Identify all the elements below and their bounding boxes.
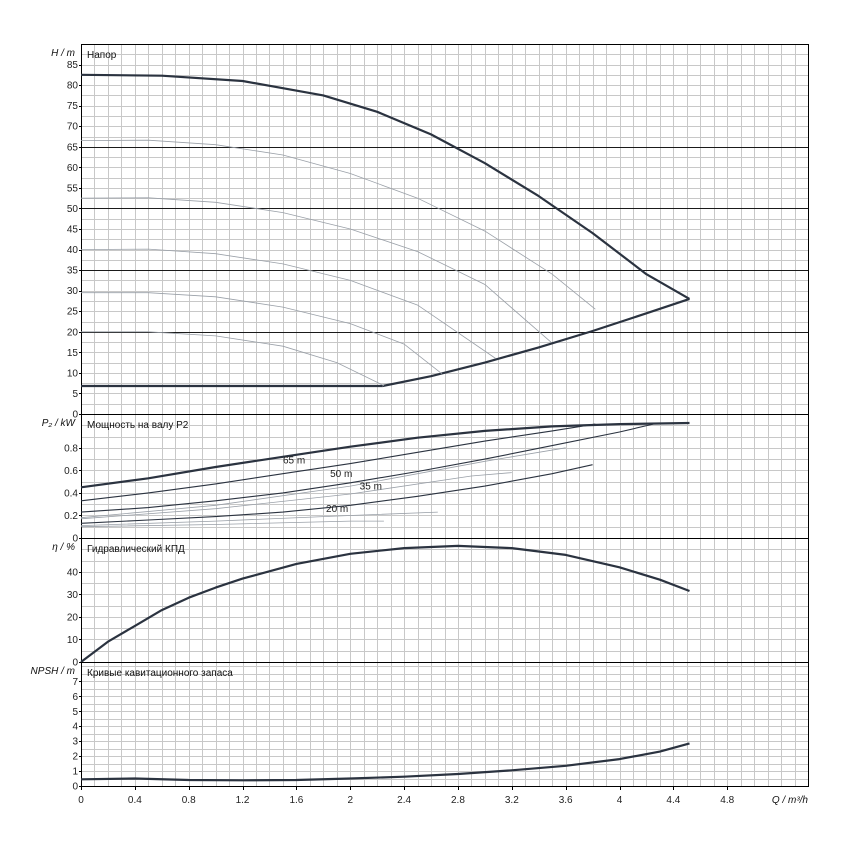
x-tick-label: 1.2 (236, 795, 250, 806)
y-tick-label: 30 (67, 286, 79, 297)
series-line-1 (80, 73, 691, 300)
x-tick-label: 2.8 (451, 795, 465, 806)
panel-grid (81, 538, 809, 663)
x-tick-label: 2 (347, 795, 353, 806)
y-tick-label: 0 (72, 410, 78, 421)
y-tick-label: 35 (67, 266, 79, 277)
x-axis-label: Q / m³/h (772, 795, 809, 806)
y-tick-label: 0.2 (64, 511, 78, 522)
panel-title: Кривые кавитационного запаса (87, 668, 233, 679)
y-tick-label: 0 (72, 658, 78, 669)
x-tick-label: 0.8 (182, 795, 196, 806)
x-tick-label: 3.6 (559, 795, 573, 806)
y-tick-label: 40 (67, 245, 79, 256)
series-line-6 (80, 248, 496, 359)
panel-frame (81, 662, 809, 787)
y-tick-label: 0.6 (64, 466, 78, 477)
panel-grid (81, 44, 809, 415)
y-tick-label: 10 (67, 635, 79, 646)
y-tick-label: 85 (67, 60, 79, 71)
y-tick-label: 5 (72, 707, 78, 718)
y-tick-label: 20 (67, 612, 79, 623)
y-tick-label: 70 (67, 122, 79, 133)
y-tick-label: 45 (67, 225, 79, 236)
series-line-8 (80, 520, 384, 528)
series-line-5 (80, 447, 566, 519)
y-tick-label: 65 (67, 142, 79, 153)
series-line-1 (80, 544, 690, 663)
x-tick-label: 4 (617, 795, 623, 806)
x-axis: 0 0.4 0.8 1.2 1.6 2 2.4 2.8 3.2 3.6 4 4.4 4.8 Q / m³/… (78, 786, 808, 806)
panel-efficiency: 0 10 20 30 40 η / % Гидравлический КПД (52, 538, 809, 669)
series-line-7 (81, 292, 443, 375)
y-tick-label: 3 (72, 737, 78, 748)
curve-annotation: 65 m (283, 456, 305, 467)
series-line-1 (80, 742, 690, 782)
y-tick-label: 75 (67, 101, 79, 112)
series-line-4 (80, 464, 593, 524)
x-tick-label: 3.2 (505, 795, 519, 806)
panel-title: Гидравлический КПД (87, 544, 185, 555)
y-tick-label: 7 (72, 677, 78, 688)
y-tick-label: 6 (72, 692, 78, 703)
y-tick-label: 2 (72, 752, 78, 763)
curve-annotation: 35 m (360, 482, 382, 493)
series-line-8 (81, 331, 385, 386)
y-tick-label: 1 (72, 767, 78, 778)
series-line-4 (80, 139, 596, 310)
y-tick-label: 5 (72, 389, 78, 400)
y-tick-label: 0 (72, 782, 78, 793)
y-tick-label: 25 (67, 307, 79, 318)
y-tick-label: 60 (67, 163, 79, 174)
y-tick-label: 50 (67, 204, 79, 215)
x-tick-label: 4.4 (666, 795, 680, 806)
y-axis-label: H / m (51, 48, 75, 59)
y-tick-label: 55 (67, 183, 79, 194)
x-tick-label: 4.8 (720, 795, 734, 806)
panel-grid (81, 662, 809, 787)
y-tick-label: 15 (67, 348, 79, 359)
y-tick-label: 4 (72, 722, 78, 733)
y-tick-label: 0.8 (64, 443, 78, 454)
y-tick-label: 20 (67, 327, 79, 338)
series-line-6 (80, 472, 512, 520)
series-line-1 (80, 421, 690, 489)
x-tick-label: 0 (78, 795, 84, 806)
y-tick-label: 0 (72, 534, 78, 545)
y-tick-label: 30 (67, 590, 79, 601)
x-tick-label: 0.4 (128, 795, 142, 806)
y-axis-label: NPSH / m (31, 666, 75, 677)
curve-annotation: 20 m (326, 504, 348, 515)
y-tick-label: 80 (67, 81, 79, 92)
y-tick-label: 0.4 (64, 488, 78, 499)
panel-title: Мощность на валу P2 (87, 420, 189, 431)
series-line-7 (80, 511, 438, 526)
panel-head: 0 5 10 15 20 25 30 35 40 45 50 55 60 65 70 75 80 85H / m Н… (51, 44, 809, 421)
panel-grid (81, 414, 809, 539)
y-axis-label: η / % (52, 542, 75, 553)
y-tick-label: 10 (67, 368, 79, 379)
series-line-3 (80, 423, 654, 513)
panel-power: 0 0.2 0.4 0.6 0.8 P₂ / kW Мощность на валу P2 6… (42, 414, 809, 545)
curve-annotation: 50 m (330, 469, 352, 480)
series-line-3 (382, 297, 690, 388)
panel-title: Напор (87, 50, 117, 61)
series-line-5 (80, 197, 552, 343)
y-tick-label: 40 (67, 567, 79, 578)
series-line-2 (80, 423, 596, 502)
x-tick-label: 1.6 (289, 795, 303, 806)
x-tick-label: 2.4 (397, 795, 411, 806)
y-axis-label: P₂ / kW (42, 418, 77, 429)
